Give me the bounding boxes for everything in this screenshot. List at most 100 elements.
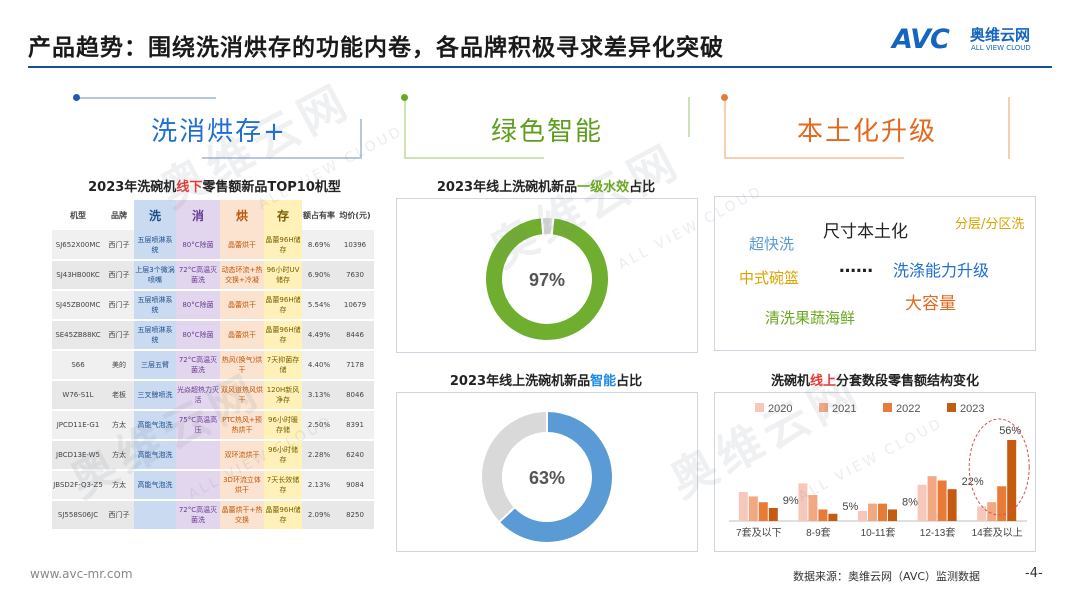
- table-cell: [176, 440, 220, 471]
- table-cell: SJ652X00MC: [52, 230, 104, 261]
- data-label: 22%: [962, 476, 984, 488]
- table-cell: 五层喷淋系统: [134, 290, 176, 321]
- table-row: SE45ZB88KC 西门子 五层喷淋系统 80°C除菌 晶蕾烘干 晶蕾96H储存 4.49…: [52, 320, 374, 351]
- table-cell: 75°C高温高压: [176, 410, 220, 441]
- bar: [878, 503, 887, 521]
- table-cell: 10396: [336, 230, 374, 261]
- bar: [808, 494, 818, 521]
- footer-website[interactable]: www.avc-mr.com: [30, 567, 133, 581]
- bar-panel: 2020 2021 2022 2023 9% 7套及以下 5% 8-9套 8% 10-11套 22%…: [714, 392, 1036, 552]
- table-cell: 8391: [336, 410, 374, 441]
- legend-label: 2021: [832, 403, 856, 415]
- table-cell: 晶蕾96H储存: [264, 230, 302, 261]
- table-cell: 西门子: [104, 260, 134, 291]
- data-label: 9%: [783, 495, 799, 507]
- bar: [798, 483, 808, 521]
- table-cell: 西门子: [104, 500, 134, 531]
- table-cell: 7天长效储存: [264, 470, 302, 501]
- table-cell: 72°C高温灭菌洗: [176, 350, 220, 381]
- bar: [868, 503, 877, 521]
- table-cell: 热风(换气)烘干: [220, 350, 264, 381]
- table-cell: 96小时UV储存: [264, 260, 302, 291]
- table-cell: 10679: [336, 290, 374, 321]
- table-cell: 6.90%: [302, 260, 336, 291]
- table-cell: W76-S1L: [52, 380, 104, 411]
- legend-label: 2022: [896, 403, 920, 415]
- col-header: 额占有率: [303, 210, 335, 220]
- table-cell: 晶蕾烘干: [220, 290, 264, 321]
- donut1-panel: 97%: [396, 198, 698, 353]
- table-row: W76-S1L 老板 三叉鲸喷洗 光焱超热力灭活 双风道热风烘干 120H新风净存 3.13…: [52, 380, 374, 411]
- table-cell: 3.13%: [302, 380, 336, 411]
- table-cell: 2.13%: [302, 470, 336, 501]
- table-cell: 4.49%: [302, 320, 336, 351]
- table-cell: 动态环流+热交换+冷凝: [220, 260, 264, 291]
- section-frame-3: 本土化升级: [721, 94, 1010, 159]
- bar-title: 洗碗机线上分套数段零售额结构变化: [770, 374, 980, 389]
- bar: [927, 476, 937, 521]
- bar: [768, 507, 778, 521]
- table-cell: 光焱超热力灭活: [176, 380, 220, 411]
- table-cell: 8250: [336, 500, 374, 531]
- keyword: 中式碗篮: [739, 269, 800, 287]
- table-cell: PTC热风+预热烘干: [220, 410, 264, 441]
- keyword: 尺寸本土化: [823, 222, 908, 242]
- table-cell: 80°C除菌: [176, 230, 220, 261]
- table-row: SJ45ZB00MC 西门子 五层喷淋系统 80°C除菌 晶蕾烘干 晶蕾96H储存 5.54…: [52, 290, 374, 321]
- product-table: 机型 品牌 洗 消 烘 存 额占有率 均价(元) SJ652X00MC 西门子 五层…: [52, 200, 374, 531]
- table-cell: 80°C除菌: [176, 290, 220, 321]
- data-label: 5%: [842, 501, 858, 513]
- table-cell: 7天抑菌存储: [264, 350, 302, 381]
- keyword: 洗涤能力升级: [893, 261, 990, 280]
- table-cell: 4.40%: [302, 350, 336, 381]
- col-header: 均价(元): [339, 210, 371, 220]
- tick-label: 7套及以下: [736, 526, 782, 539]
- keyword: 清洗果蔬海鲜: [765, 309, 856, 327]
- table-cell: 80°C除菌: [176, 320, 220, 351]
- table-cell: 三层五臂: [134, 350, 176, 381]
- table-cell: 方太: [104, 440, 134, 471]
- legend-swatch: [947, 403, 956, 412]
- table-cell: 老板: [104, 380, 134, 411]
- title-divider: [28, 66, 1052, 68]
- section-frame-2: 绿色智能: [401, 94, 690, 159]
- donut2-title: 2023年线上洗碗机新品智能占比: [449, 374, 643, 389]
- legend-label: 2020: [768, 403, 792, 415]
- table-cell: SE45ZB88KC: [52, 320, 104, 351]
- bar: [738, 492, 748, 521]
- table-cell: 五层喷淋系统: [134, 320, 176, 351]
- table-cell: 2.50%: [302, 410, 336, 441]
- table-row: S66 美的 三层五臂 72°C高温灭菌洗 热风(换气)烘干 7天抑菌存储 4.40% 717…: [52, 350, 374, 381]
- table-cell: 高能气泡洗: [134, 410, 176, 441]
- keywords-panel: 超快洗 尺寸本土化 分层/分区洗 中式碗篮 …… 洗涤能力升级 大容量 清洗果蔬…: [714, 196, 1036, 351]
- bar: [987, 502, 997, 521]
- bar: [818, 509, 828, 521]
- legend-label: 2023: [960, 403, 984, 415]
- table-cell: 美的: [104, 350, 134, 381]
- bar: [917, 484, 927, 521]
- donut2-panel: 63%: [396, 392, 698, 552]
- table-cell: 3D环流立体烘干: [220, 470, 264, 501]
- table-cell: [176, 470, 220, 501]
- table-cell: JBCD13E-W5: [52, 440, 104, 471]
- table-cell: 9084: [336, 470, 374, 501]
- keyword: ……: [839, 257, 873, 277]
- table-cell: 西门子: [104, 290, 134, 321]
- table-cell: 7178: [336, 350, 374, 381]
- table-cell: SJ45ZB00MC: [52, 290, 104, 321]
- table-cell: 晶蕾烘干: [220, 320, 264, 351]
- bar: [858, 510, 867, 521]
- logo-cn: 奥维云网: [970, 26, 1031, 44]
- bar: [888, 509, 897, 521]
- table-row: JBCD13E-W5 方太 高能气泡洗 双环流烘干 96小时储存 2.28% 6240: [52, 440, 374, 471]
- bar-chart: 2020 2021 2022 2023 9% 7套及以下 5% 8-9套 8% 10-11套 22%…: [729, 403, 1030, 539]
- section-heading-2: 绿色智能: [490, 117, 603, 147]
- section-heading-3: 本土化升级: [796, 117, 937, 147]
- table-cell: SJ43HB00KC: [52, 260, 104, 291]
- data-label: 56%: [999, 425, 1021, 437]
- table-cell: 晶蕾96H储存: [264, 500, 302, 531]
- donut1-title: 2023年线上洗碗机新品一级水效占比: [436, 180, 656, 195]
- highlight-ellipse: [968, 418, 1030, 516]
- table-cell: 方太: [104, 470, 134, 501]
- keyword: 分层/分区洗: [955, 217, 1025, 232]
